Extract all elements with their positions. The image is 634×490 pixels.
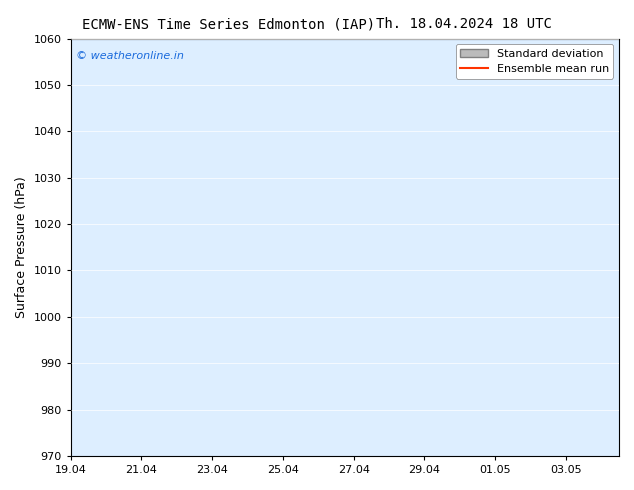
Text: Th. 18.04.2024 18 UTC: Th. 18.04.2024 18 UTC — [376, 17, 552, 31]
Text: ECMW-ENS Time Series Edmonton (IAP): ECMW-ENS Time Series Edmonton (IAP) — [82, 17, 375, 31]
Y-axis label: Surface Pressure (hPa): Surface Pressure (hPa) — [15, 176, 28, 318]
Legend: Standard deviation, Ensemble mean run: Standard deviation, Ensemble mean run — [456, 44, 614, 78]
Text: © weatheronline.in: © weatheronline.in — [76, 51, 184, 61]
